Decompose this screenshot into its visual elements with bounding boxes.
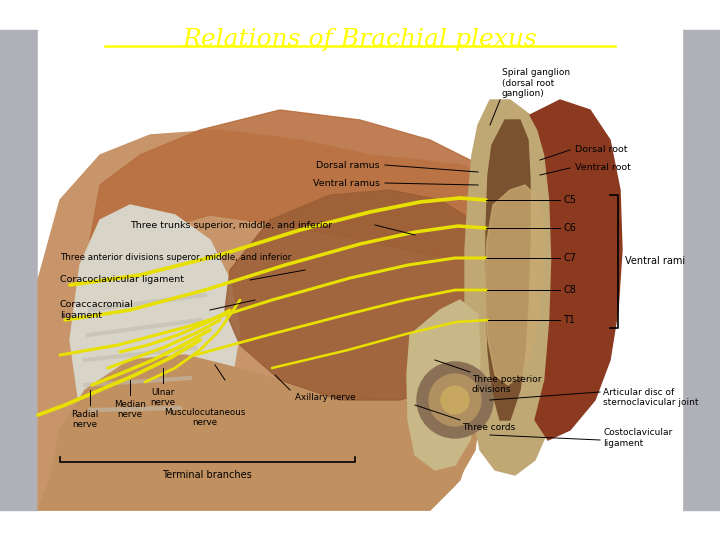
Text: Terminal branches: Terminal branches [162,470,252,480]
Bar [38,390,60,450]
Polygon shape [407,300,480,470]
Text: C8: C8 [563,285,576,295]
Text: T1: T1 [563,315,575,325]
Polygon shape [38,355,480,510]
Text: C7: C7 [563,253,576,263]
Bar [38,30,682,510]
Polygon shape [225,190,500,400]
Text: Median
nerve: Median nerve [114,400,146,420]
Circle shape [417,362,493,438]
Text: C5: C5 [563,195,576,205]
Text: Axillary nerve: Axillary nerve [295,393,356,402]
Polygon shape [38,130,510,510]
Bar [660,95,682,155]
Text: Three anterior divisions superor, middle, and inferior: Three anterior divisions superor, middle… [60,253,292,262]
Polygon shape [465,100,558,475]
Polygon shape [530,100,622,440]
Bar [0,30,38,510]
Text: Coraccacromial
ligament: Coraccacromial ligament [60,300,134,320]
Text: C6: C6 [563,223,576,233]
Text: Ventral root: Ventral root [575,164,631,172]
Text: Coracoclavicular ligament: Coracoclavicular ligament [60,275,184,285]
Bar [682,30,720,510]
Polygon shape [70,205,240,450]
Text: Ventral ramus: Ventral ramus [313,179,380,187]
Text: Musculocutaneous
nerve: Musculocutaneous nerve [164,408,246,427]
Polygon shape [486,120,530,420]
Text: Spiral ganglion
(dorsal root
ganglion): Spiral ganglion (dorsal root ganglion) [502,68,570,98]
Text: Three cords: Three cords [462,423,516,432]
Circle shape [441,386,469,414]
Text: Three posterior
divisions: Three posterior divisions [472,375,541,394]
Polygon shape [90,110,510,290]
Text: Dorsal ramus: Dorsal ramus [316,160,380,170]
Bar [660,390,682,450]
Text: Three trunks superior, middle, and inferior: Three trunks superior, middle, and infer… [130,220,332,230]
Text: Dorsal root: Dorsal root [575,145,628,154]
Text: Ventral rami: Ventral rami [625,256,685,266]
Bar [38,95,60,155]
Text: Articular disc of
sternoclavicular joint: Articular disc of sternoclavicular joint [603,388,698,407]
Polygon shape [485,185,545,385]
Text: Radial
nerve: Radial nerve [71,410,99,429]
Text: Relations of Brachial plexus: Relations of Brachial plexus [183,28,537,51]
Text: Costoclavicular
ligament: Costoclavicular ligament [603,428,672,448]
Circle shape [429,374,481,426]
Text: Ulnar
nerve: Ulnar nerve [150,388,176,407]
